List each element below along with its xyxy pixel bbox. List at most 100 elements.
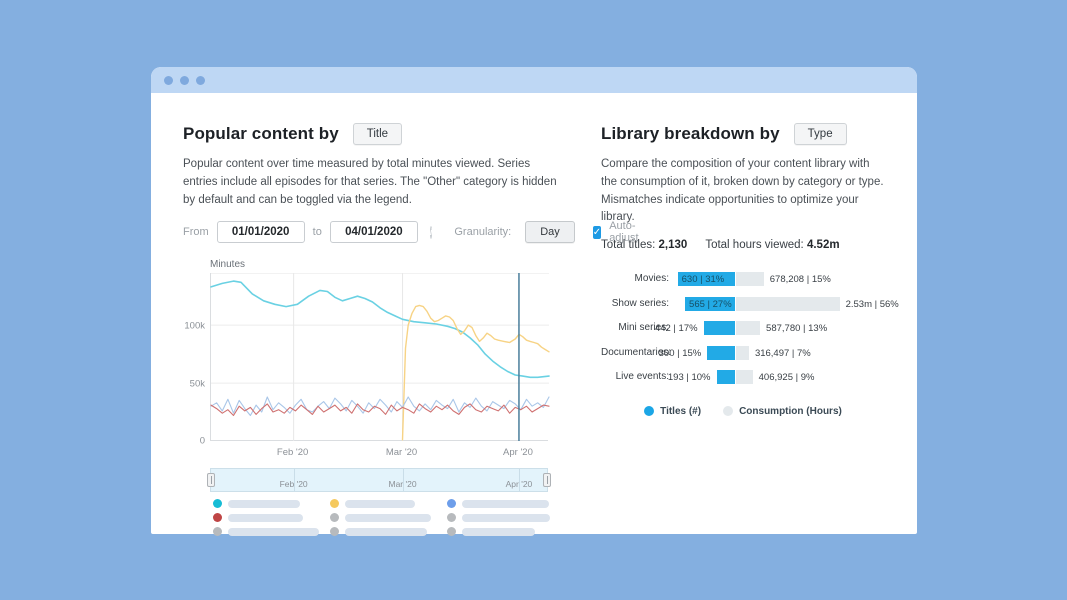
total-hours: Total hours viewed: 4.52m bbox=[705, 239, 840, 252]
brush-gridline bbox=[402, 469, 404, 492]
library-breakdown-panel: Library breakdown by Type Compare the co… bbox=[601, 123, 899, 551]
breakdown-legend: Titles (#) Consumption (Hours) bbox=[601, 406, 885, 417]
titles-value-label: 193 | 10% bbox=[667, 372, 711, 384]
consumption-bar[interactable] bbox=[736, 345, 749, 360]
from-date-input[interactable] bbox=[216, 221, 305, 244]
titles-value-label: 565 | 27% bbox=[689, 298, 732, 310]
date-controls: From to i Granularity: Day ✓ Auto-adjust bbox=[183, 219, 639, 245]
category-label: Documentaries: bbox=[601, 346, 672, 358]
consumption-bar[interactable] bbox=[736, 370, 753, 385]
totals-row: Total titles: 2,130 Total hours viewed: … bbox=[601, 239, 885, 251]
series-name-placeholder bbox=[228, 513, 303, 522]
series-legend-column bbox=[213, 499, 330, 537]
consumption-bar[interactable] bbox=[736, 296, 840, 311]
new-title-series bbox=[401, 305, 550, 441]
series-legend-item[interactable] bbox=[330, 527, 447, 537]
titles-bar[interactable] bbox=[707, 345, 735, 360]
brush-gridline bbox=[293, 469, 295, 492]
consumption-value-label: 406,925 | 9% bbox=[758, 372, 815, 384]
type-dimension-button[interactable]: Type bbox=[793, 123, 847, 145]
series-legend-item[interactable] bbox=[447, 527, 564, 537]
consumption-legend-dot-icon bbox=[723, 406, 734, 417]
granularity-label: Granularity: bbox=[454, 226, 512, 239]
category-label: Show series: bbox=[611, 297, 669, 309]
title-dimension-button[interactable]: Title bbox=[352, 123, 403, 145]
window-titlebar bbox=[151, 67, 917, 93]
window-dot-icon[interactable] bbox=[196, 75, 205, 85]
popular-content-title: Popular content by bbox=[183, 124, 339, 143]
range-slider[interactable]: Feb '20 Mar '20 Apr '20 bbox=[207, 468, 551, 493]
titles-bar[interactable] bbox=[716, 370, 735, 385]
consumption-legend-label: Consumption (Hours) bbox=[739, 405, 842, 417]
series-dot-icon bbox=[213, 513, 222, 523]
series-legend-item[interactable] bbox=[213, 513, 330, 523]
timeseries-chart: Minutes 0 50k 100k Feb '20 Mar '20 Apr '20 F… bbox=[183, 259, 565, 551]
auto-adjust-checkbox[interactable]: ✓ bbox=[592, 225, 602, 239]
series-legend-column bbox=[447, 499, 564, 537]
brush-handle-left[interactable] bbox=[207, 473, 215, 488]
window-dot-icon[interactable] bbox=[180, 75, 189, 85]
legend-consumption[interactable]: Consumption (Hours) bbox=[723, 406, 842, 417]
series-legend-item[interactable] bbox=[447, 513, 564, 523]
to-date-input[interactable] bbox=[329, 221, 418, 244]
jagged-red-series bbox=[210, 403, 550, 417]
titles-value-label: 442 | 17% bbox=[654, 323, 698, 335]
brush-gridline bbox=[518, 469, 520, 492]
y-tick-label: 0 bbox=[199, 435, 205, 447]
titles-value-label: 300 | 15% bbox=[658, 347, 702, 359]
series-legend-item[interactable] bbox=[447, 499, 564, 509]
granularity-day-button[interactable]: Day bbox=[525, 221, 575, 244]
series-name-placeholder bbox=[345, 499, 415, 508]
info-icon[interactable]: i bbox=[429, 225, 433, 239]
breakdown-bars: Movies: 630 | 31% 678,208 | 15% Show series… bbox=[601, 269, 899, 392]
app-window: Popular content by Title Popular content… bbox=[151, 67, 917, 537]
popular-content-panel: Popular content by Title Popular content… bbox=[183, 123, 639, 551]
series-legend-item[interactable] bbox=[330, 513, 447, 523]
total-titles: Total titles: 2,130 bbox=[601, 239, 688, 252]
popular-content-description: Popular content over time measured by to… bbox=[183, 158, 557, 206]
library-breakdown-title: Library breakdown by bbox=[601, 124, 780, 143]
y-tick-label: 100k bbox=[184, 320, 205, 332]
consumption-value-label: 678,208 | 15% bbox=[769, 274, 831, 286]
titles-bar[interactable] bbox=[677, 272, 735, 287]
series-dot-icon bbox=[330, 499, 339, 509]
series-name-placeholder bbox=[462, 527, 535, 536]
series-legend-item[interactable] bbox=[330, 499, 447, 509]
series-name-placeholder bbox=[345, 513, 431, 522]
breakdown-row: Movies: 630 | 31% 678,208 | 15% bbox=[601, 269, 885, 294]
popular-content-header: Popular content by Title bbox=[183, 123, 565, 145]
from-label: From bbox=[183, 226, 209, 239]
breakdown-row: Documentaries: 300 | 15% 316,497 | 7% bbox=[601, 343, 885, 368]
consumption-bar[interactable] bbox=[736, 321, 761, 336]
series-legend-item[interactable] bbox=[213, 499, 330, 509]
series-name-placeholder bbox=[228, 499, 300, 508]
x-tick-label: Mar '20 bbox=[385, 447, 418, 459]
series-name-placeholder bbox=[462, 513, 550, 522]
titles-value-label: 630 | 31% bbox=[681, 274, 725, 286]
series-legend-item[interactable] bbox=[213, 527, 330, 537]
breakdown-row: Show series: 565 | 27% 2.53m | 56% bbox=[601, 294, 899, 319]
line-chart-plot[interactable] bbox=[210, 273, 550, 442]
series-legend-column bbox=[330, 499, 447, 537]
to-label: to bbox=[312, 226, 322, 239]
window-dot-icon[interactable] bbox=[164, 75, 173, 85]
titles-bar[interactable] bbox=[703, 321, 735, 336]
brush-handle-right[interactable] bbox=[543, 473, 551, 488]
titles-bar[interactable] bbox=[685, 296, 735, 311]
titles-legend-label: Titles (#) bbox=[660, 405, 702, 417]
category-label: Movies: bbox=[634, 273, 669, 285]
series-dot-icon bbox=[213, 527, 222, 537]
library-breakdown-description: Compare the composition of your content … bbox=[601, 158, 884, 224]
series-name-placeholder bbox=[228, 527, 319, 536]
series-dot-icon bbox=[330, 527, 339, 537]
series-dot-icon bbox=[447, 499, 456, 509]
legend-titles[interactable]: Titles (#) bbox=[644, 406, 701, 417]
breakdown-row: Mini series: 442 | 17% 587,780 | 13% bbox=[601, 318, 885, 343]
consumption-bar[interactable] bbox=[736, 272, 764, 287]
y-tick-label: 50k bbox=[189, 378, 205, 389]
total-hours-value: 4.52m bbox=[806, 239, 840, 252]
top-title-series bbox=[210, 280, 550, 379]
breakdown-row: Live events: 193 | 10% 406,925 | 9% bbox=[601, 367, 885, 392]
line-chart-svg bbox=[210, 273, 550, 442]
